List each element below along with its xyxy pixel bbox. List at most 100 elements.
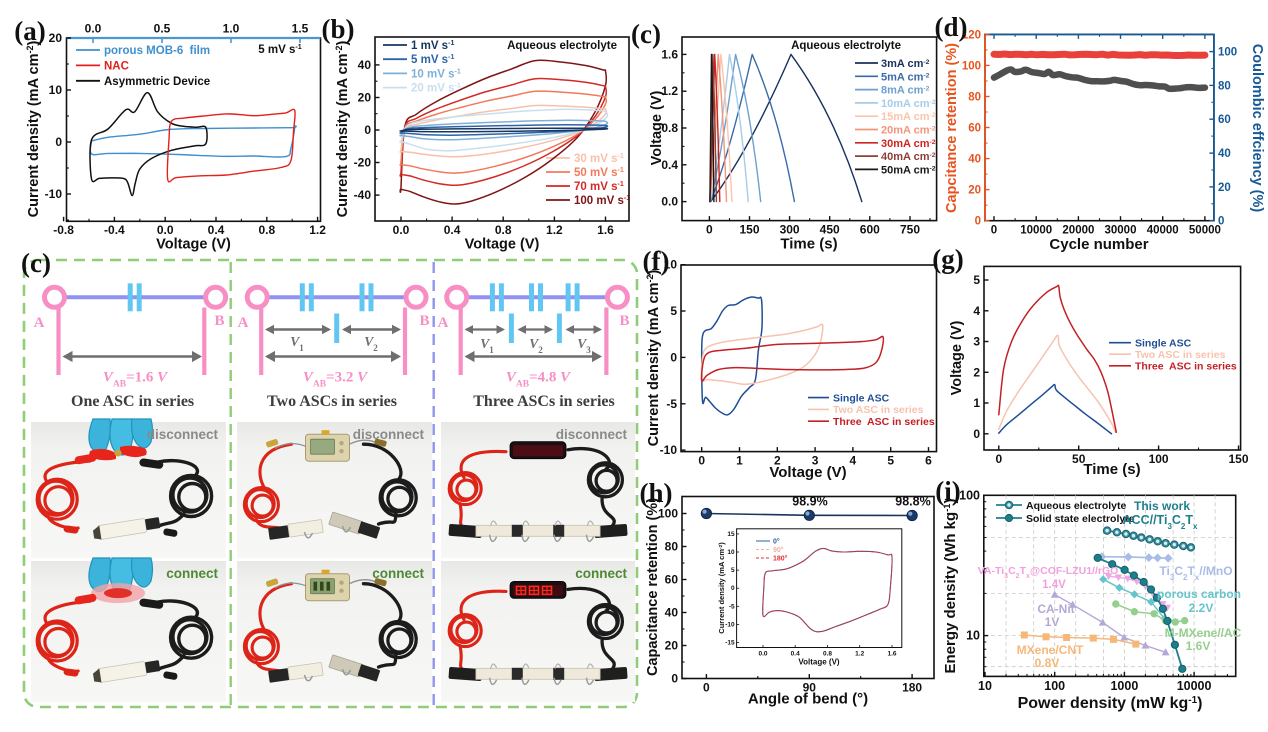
svg-text:40000: 40000 bbox=[1147, 225, 1179, 237]
svg-text:0.8: 0.8 bbox=[258, 223, 275, 237]
svg-text:porous MOB-6 film: porous MOB-6 film bbox=[104, 45, 210, 57]
svg-text:50mA cm-2: 50mA cm-2 bbox=[881, 164, 936, 176]
svg-text:0: 0 bbox=[670, 350, 677, 364]
svg-text:-15: -15 bbox=[725, 640, 735, 647]
svg-text:0.0: 0.0 bbox=[393, 223, 410, 237]
svg-text:30 mV s-1: 30 mV s-1 bbox=[574, 152, 624, 165]
svg-text:100: 100 bbox=[1149, 452, 1169, 466]
svg-text:0.4: 0.4 bbox=[791, 651, 800, 658]
svg-text:2: 2 bbox=[973, 365, 980, 379]
svg-text:10000: 10000 bbox=[1177, 679, 1212, 693]
svg-text:20mA cm-2: 20mA cm-2 bbox=[881, 125, 936, 137]
svg-text:1.0: 1.0 bbox=[223, 22, 240, 36]
svg-text:Aqueous electrolyte: Aqueous electrolyte bbox=[507, 40, 617, 52]
svg-text:60: 60 bbox=[1218, 114, 1231, 126]
svg-text:VAB=3.2 V: VAB=3.2 V bbox=[303, 370, 369, 390]
svg-text:Asymmetric Device: Asymmetric Device bbox=[104, 76, 210, 88]
svg-text:Two ASCs in series: Two ASCs in series bbox=[267, 393, 397, 410]
svg-text:10: 10 bbox=[664, 258, 678, 272]
svg-text:Voltage (V): Voltage (V) bbox=[156, 237, 231, 253]
svg-text:100: 100 bbox=[1218, 47, 1237, 59]
svg-text:Voltage (V): Voltage (V) bbox=[465, 237, 540, 253]
svg-text:50 mV s-1: 50 mV s-1 bbox=[574, 166, 624, 179]
svg-text:CA-Nit: CA-Nit bbox=[1037, 602, 1074, 616]
svg-text:0.4: 0.4 bbox=[208, 223, 225, 237]
svg-text:2: 2 bbox=[774, 454, 781, 468]
svg-text:5: 5 bbox=[973, 273, 980, 287]
svg-text:98.9%: 98.9% bbox=[792, 495, 827, 509]
svg-text:B: B bbox=[419, 313, 429, 329]
svg-text:B: B bbox=[619, 313, 629, 329]
svg-text:1.4V: 1.4V bbox=[1042, 579, 1066, 591]
svg-text:1.6: 1.6 bbox=[887, 651, 896, 658]
svg-text:disconnect: disconnect bbox=[556, 427, 628, 442]
svg-text:Three ASC in series: Three ASC in series bbox=[1135, 361, 1237, 373]
svg-text:0: 0 bbox=[703, 681, 710, 695]
svg-text:Aqueous electrolyte: Aqueous electrolyte bbox=[1026, 500, 1127, 512]
svg-text:Energy density (Wh kg-1): Energy density (Wh kg-1) bbox=[942, 499, 959, 674]
svg-text:20: 20 bbox=[49, 31, 63, 45]
svg-text:1.5: 1.5 bbox=[292, 22, 309, 36]
svg-text:1.2: 1.2 bbox=[309, 223, 326, 237]
svg-text:-40: -40 bbox=[354, 188, 372, 202]
svg-text:150: 150 bbox=[739, 223, 759, 237]
svg-text:V1: V1 bbox=[290, 334, 304, 353]
svg-text:100: 100 bbox=[959, 488, 980, 502]
svg-text:(b): (b) bbox=[322, 14, 355, 44]
svg-text:ACC//Ti3C2Tx: ACC//Ti3C2Tx bbox=[1123, 513, 1199, 531]
svg-text:Voltage (V): Voltage (V) bbox=[769, 464, 846, 481]
svg-text:1.6: 1.6 bbox=[597, 223, 614, 237]
svg-text:50000: 50000 bbox=[1189, 225, 1221, 237]
svg-text:(a): (a) bbox=[14, 16, 45, 46]
svg-text:1000: 1000 bbox=[1110, 679, 1138, 693]
svg-text:(d): (d) bbox=[935, 12, 968, 42]
svg-text:(c): (c) bbox=[21, 248, 51, 278]
svg-text:70 mV s-1: 70 mV s-1 bbox=[574, 180, 624, 193]
svg-text:5: 5 bbox=[670, 304, 677, 318]
svg-text:VAB=1.6 V: VAB=1.6 V bbox=[103, 370, 169, 390]
svg-text:Two ASC in series: Two ASC in series bbox=[833, 404, 924, 416]
svg-text:1.2: 1.2 bbox=[661, 84, 678, 98]
svg-text:60: 60 bbox=[968, 123, 981, 135]
svg-text:150: 150 bbox=[1228, 452, 1248, 466]
svg-text:40: 40 bbox=[1218, 148, 1231, 160]
svg-text:6: 6 bbox=[925, 454, 932, 468]
svg-text:Solid state electrolyte: Solid state electrolyte bbox=[1026, 513, 1135, 525]
svg-text:100: 100 bbox=[962, 60, 981, 72]
svg-text:20: 20 bbox=[1218, 182, 1231, 194]
svg-text:1.6: 1.6 bbox=[661, 47, 678, 61]
svg-text:0.4: 0.4 bbox=[661, 158, 678, 172]
svg-text:90: 90 bbox=[803, 681, 817, 695]
svg-text:0.8: 0.8 bbox=[661, 121, 678, 135]
svg-text:40: 40 bbox=[358, 58, 372, 72]
svg-text:4: 4 bbox=[973, 304, 980, 318]
svg-text:-20: -20 bbox=[354, 156, 372, 170]
svg-text:20 mV s-1: 20 mV s-1 bbox=[411, 82, 461, 95]
svg-text:30000: 30000 bbox=[1105, 225, 1137, 237]
svg-text:10: 10 bbox=[966, 629, 980, 643]
svg-text:0: 0 bbox=[1218, 216, 1224, 228]
svg-text:100: 100 bbox=[1044, 679, 1065, 693]
svg-text:600: 600 bbox=[860, 223, 880, 237]
svg-text:0: 0 bbox=[55, 135, 62, 149]
svg-text:0.0: 0.0 bbox=[758, 651, 767, 658]
svg-text:Three ASC in series: Three ASC in series bbox=[833, 416, 935, 428]
svg-text:3: 3 bbox=[812, 454, 819, 468]
svg-text:1 mV s-1: 1 mV s-1 bbox=[411, 39, 454, 52]
svg-text:300: 300 bbox=[780, 223, 800, 237]
svg-text:VA-Ti3C2Tx@COF-LZU1//rGO: VA-Ti3C2Tx@COF-LZU1//rGO bbox=[978, 565, 1119, 580]
svg-text:Two ASC in series: Two ASC in series bbox=[1135, 349, 1226, 361]
svg-text:A: A bbox=[238, 315, 249, 331]
svg-text:50: 50 bbox=[1072, 452, 1086, 466]
svg-text:5 mV s-1: 5 mV s-1 bbox=[411, 53, 454, 66]
svg-text:Voltage (V): Voltage (V) bbox=[949, 321, 965, 396]
svg-text:0.8V: 0.8V bbox=[1035, 656, 1060, 670]
svg-text:98.8%: 98.8% bbox=[895, 495, 930, 509]
svg-text:A: A bbox=[438, 315, 449, 331]
svg-text:(i): (i) bbox=[935, 476, 960, 506]
svg-text:15: 15 bbox=[727, 531, 735, 538]
svg-text:10: 10 bbox=[727, 549, 735, 556]
svg-text:20: 20 bbox=[358, 91, 372, 105]
svg-text:(f): (f) bbox=[643, 246, 670, 276]
svg-text:Current density (mA cm-2): Current density (mA cm-2) bbox=[645, 270, 662, 447]
